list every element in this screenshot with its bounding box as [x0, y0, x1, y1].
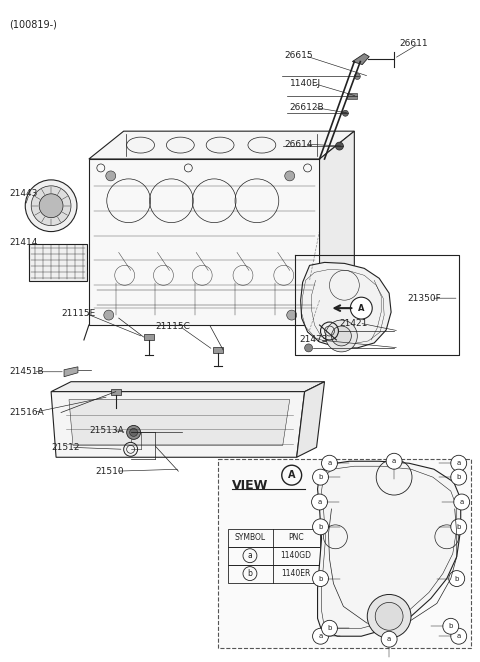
Polygon shape [89, 131, 354, 159]
Text: 1140ER: 1140ER [281, 569, 311, 578]
Circle shape [354, 73, 360, 79]
Circle shape [127, 426, 141, 440]
Text: a: a [318, 634, 323, 639]
Circle shape [322, 455, 337, 471]
Polygon shape [111, 389, 120, 395]
Circle shape [287, 310, 297, 320]
Circle shape [130, 428, 138, 436]
Circle shape [350, 297, 372, 319]
Text: a: a [456, 460, 461, 466]
Text: b: b [248, 569, 252, 578]
Circle shape [312, 519, 328, 535]
Circle shape [451, 469, 467, 485]
Polygon shape [352, 54, 369, 65]
Polygon shape [297, 382, 324, 457]
Polygon shape [300, 262, 391, 348]
Circle shape [332, 326, 351, 346]
Circle shape [381, 632, 397, 647]
Circle shape [25, 180, 77, 232]
Bar [218, 459, 471, 648]
Polygon shape [320, 131, 354, 325]
Circle shape [312, 628, 328, 644]
Polygon shape [348, 93, 357, 99]
Text: 26614: 26614 [285, 140, 313, 148]
Text: 21350F: 21350F [407, 294, 441, 303]
Polygon shape [318, 461, 461, 636]
Text: a: a [456, 634, 461, 639]
Bar [29, 244, 87, 281]
Text: b: b [318, 474, 323, 480]
Circle shape [31, 186, 71, 226]
Text: (100819-): (100819-) [9, 20, 57, 30]
Text: a: a [459, 499, 464, 505]
Text: 21115E: 21115E [61, 308, 96, 318]
Text: A: A [288, 470, 296, 480]
Circle shape [104, 310, 114, 320]
Polygon shape [64, 367, 78, 377]
Text: 21115C: 21115C [156, 322, 191, 330]
Text: b: b [318, 575, 323, 581]
Circle shape [449, 571, 465, 587]
Circle shape [451, 628, 467, 644]
Circle shape [454, 494, 469, 510]
Text: a: a [392, 458, 396, 464]
Text: 21512: 21512 [51, 443, 80, 452]
Text: 1140GD: 1140GD [280, 551, 311, 560]
Text: 21451B: 21451B [9, 367, 44, 376]
Text: SYMBOL: SYMBOL [234, 534, 265, 542]
Text: A: A [358, 304, 364, 312]
Polygon shape [69, 400, 290, 446]
Text: 21473: 21473 [300, 336, 328, 344]
Text: 1140EJ: 1140EJ [290, 79, 321, 88]
Polygon shape [213, 347, 223, 353]
Text: 26611: 26611 [399, 39, 428, 48]
Circle shape [325, 320, 357, 352]
Circle shape [342, 111, 348, 117]
Circle shape [322, 620, 337, 636]
Text: a: a [387, 636, 391, 642]
Text: VIEW: VIEW [232, 479, 268, 492]
Text: b: b [456, 524, 461, 530]
Polygon shape [89, 159, 320, 325]
Text: 21421: 21421 [339, 318, 368, 328]
Polygon shape [51, 382, 324, 392]
Text: b: b [456, 474, 461, 480]
Bar [228, 529, 320, 547]
Circle shape [285, 171, 295, 181]
Polygon shape [51, 392, 305, 457]
Circle shape [451, 519, 467, 535]
Bar [228, 547, 320, 565]
Circle shape [375, 602, 403, 630]
Circle shape [312, 571, 328, 587]
Text: PNC: PNC [288, 534, 303, 542]
Circle shape [443, 618, 459, 634]
Circle shape [106, 171, 116, 181]
Circle shape [312, 469, 328, 485]
Text: 21510: 21510 [96, 467, 124, 476]
Text: b: b [318, 524, 323, 530]
Bar [228, 565, 320, 583]
Text: 26615: 26615 [285, 51, 313, 60]
Text: 21513A: 21513A [89, 426, 124, 435]
Text: b: b [449, 624, 453, 630]
Text: a: a [327, 460, 332, 466]
Circle shape [386, 453, 402, 469]
Text: b: b [455, 575, 459, 581]
Text: b: b [327, 626, 332, 632]
Polygon shape [144, 334, 154, 340]
Circle shape [312, 494, 327, 510]
Text: 21443: 21443 [9, 189, 38, 199]
Text: a: a [317, 499, 322, 505]
Text: 21516A: 21516A [9, 408, 44, 417]
Circle shape [336, 142, 343, 150]
Circle shape [367, 594, 411, 638]
Text: a: a [248, 551, 252, 560]
Text: 26612B: 26612B [290, 103, 324, 112]
Circle shape [305, 344, 312, 352]
Text: 21414: 21414 [9, 238, 38, 247]
Circle shape [451, 455, 467, 471]
Circle shape [39, 194, 63, 218]
